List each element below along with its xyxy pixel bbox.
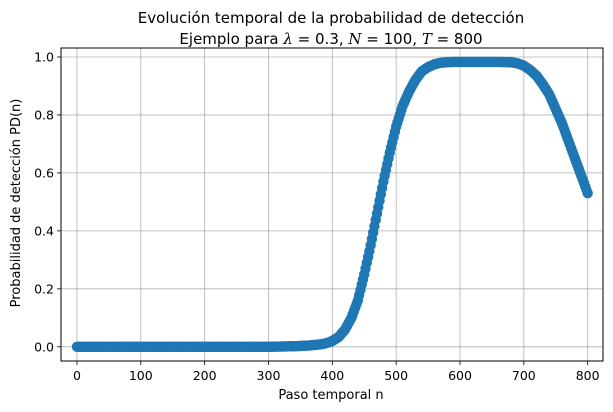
y-tick-label: 0.8 xyxy=(34,107,54,122)
x-axis-label: Paso temporal n xyxy=(278,388,383,403)
x-tick-label: 300 xyxy=(257,368,281,383)
y-tick-label: 0.6 xyxy=(34,165,54,180)
x-tick-label: 800 xyxy=(576,368,600,383)
data-point xyxy=(582,187,593,199)
y-tick-label: 0.4 xyxy=(34,223,54,238)
x-tick-label: 200 xyxy=(193,368,217,383)
x-tick-label: 700 xyxy=(512,368,536,383)
y-tick-label: 1.0 xyxy=(34,49,54,64)
x-tick-label: 600 xyxy=(448,368,472,383)
x-tick-label: 0 xyxy=(73,368,81,383)
x-tick-label: 400 xyxy=(320,368,344,383)
chart-title-line2: Ejemplo para λ = 0.3, N = 100, T = 800 xyxy=(179,30,482,48)
ticks: 0 100 200 300 400 500 600 700 800 0.0 0.2 0.4 0.6 0.8… xyxy=(34,49,600,383)
x-tick-label: 100 xyxy=(129,368,153,383)
chart-title-line1: Evolución temporal de la probabilidad de… xyxy=(138,9,524,27)
y-tick-label: 0.0 xyxy=(34,339,54,354)
y-axis-label: Probabilidad de detección PD(n) xyxy=(9,99,24,308)
grid xyxy=(61,48,603,361)
x-tick-label: 500 xyxy=(384,368,408,383)
y-tick-label: 0.2 xyxy=(34,281,54,296)
data-points xyxy=(71,56,593,352)
